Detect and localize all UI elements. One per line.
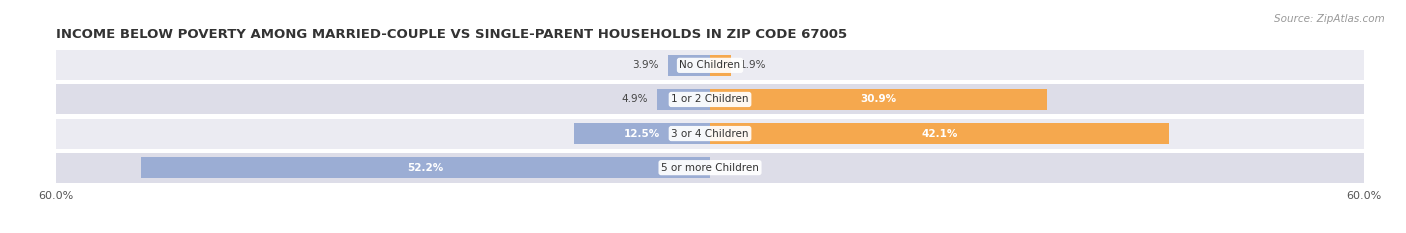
Bar [710, 89, 1046, 110]
Bar [710, 123, 1168, 144]
Text: 0.0%: 0.0% [718, 163, 745, 173]
Bar [56, 119, 1364, 149]
Bar [56, 153, 1364, 183]
Text: 1.9%: 1.9% [740, 60, 766, 70]
Text: No Children: No Children [679, 60, 741, 70]
Bar [56, 50, 1364, 80]
Text: 12.5%: 12.5% [624, 129, 659, 139]
Text: 5 or more Children: 5 or more Children [661, 163, 759, 173]
Bar [668, 55, 710, 76]
Text: 1 or 2 Children: 1 or 2 Children [671, 94, 749, 104]
Bar [657, 89, 710, 110]
Text: 3 or 4 Children: 3 or 4 Children [671, 129, 749, 139]
Text: 3.9%: 3.9% [633, 60, 659, 70]
Text: INCOME BELOW POVERTY AMONG MARRIED-COUPLE VS SINGLE-PARENT HOUSEHOLDS IN ZIP COD: INCOME BELOW POVERTY AMONG MARRIED-COUPL… [56, 28, 848, 41]
Text: 30.9%: 30.9% [860, 94, 897, 104]
Bar [710, 55, 731, 76]
Bar [141, 157, 710, 178]
Text: 42.1%: 42.1% [921, 129, 957, 139]
Text: 4.9%: 4.9% [621, 94, 648, 104]
Text: 52.2%: 52.2% [408, 163, 444, 173]
Bar [56, 84, 1364, 114]
Text: Source: ZipAtlas.com: Source: ZipAtlas.com [1274, 14, 1385, 24]
Bar [574, 123, 710, 144]
